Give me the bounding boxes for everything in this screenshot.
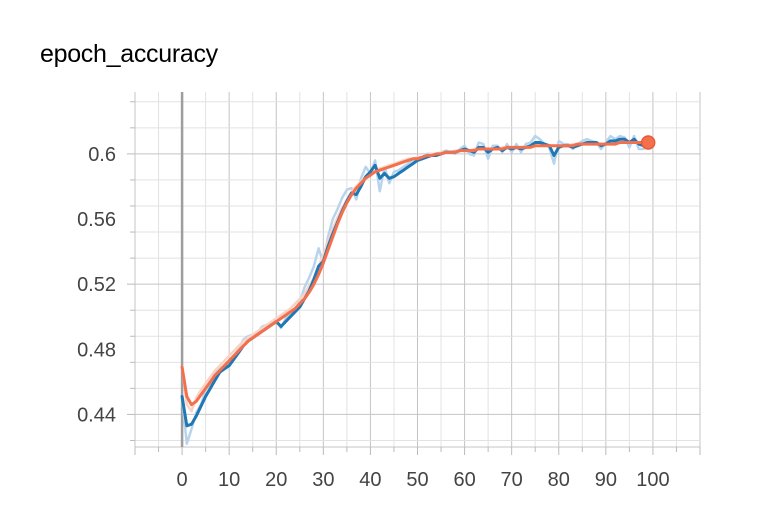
- axis-ticks: [127, 101, 701, 455]
- x-tick-label: 60: [453, 469, 475, 491]
- chart-title: epoch_accuracy: [40, 40, 218, 68]
- x-tick-label: 80: [548, 469, 570, 491]
- y-tick-label: 0.6: [88, 144, 116, 166]
- y-tick-label: 0.44: [77, 404, 116, 426]
- x-tick-label: 40: [359, 469, 381, 491]
- x-tick-label: 0: [177, 469, 188, 491]
- grid-lines: [134, 92, 701, 448]
- smoothed-series-group: [180, 137, 650, 428]
- smoothed-series-line-1: [180, 141, 650, 407]
- x-tick-label: 100: [636, 469, 669, 491]
- x-tick-label: 20: [265, 469, 287, 491]
- x-tick-label: 30: [312, 469, 334, 491]
- end-markers: [640, 135, 656, 150]
- x-tick-label: 10: [218, 469, 240, 491]
- series-end-marker: [640, 135, 656, 150]
- raw-series-line-1: [180, 141, 649, 413]
- raw-series-line-0: [180, 134, 650, 445]
- tick-labels: 0 10 20 30 40 50 60 70 80 90 100 0.44 0.48 0.52 0.56 0.…: [77, 144, 670, 491]
- x-tick-label: 50: [406, 469, 428, 491]
- smoothed-series-line-0: [180, 137, 650, 428]
- raw-series-group: [180, 134, 650, 445]
- y-tick-label: 0.48: [77, 339, 116, 361]
- x-tick-label: 90: [595, 469, 617, 491]
- y-tick-label: 0.52: [77, 274, 116, 296]
- y-tick-label: 0.56: [77, 209, 116, 231]
- x-tick-label: 70: [501, 469, 523, 491]
